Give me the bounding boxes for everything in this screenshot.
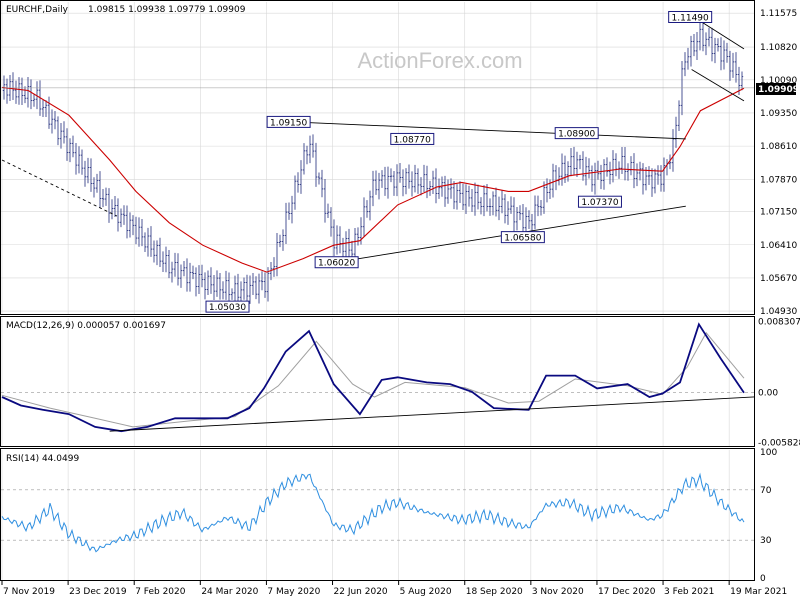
price-annotation-label: 1.06580 bbox=[504, 234, 541, 244]
price-grid bbox=[1, 2, 754, 314]
price-annotation-box bbox=[266, 115, 311, 128]
price-y-tick-label: 1.08610 bbox=[760, 142, 797, 152]
price-annotation-label: 1.05030 bbox=[209, 303, 246, 313]
price-y-tick-label: 1.10820 bbox=[760, 43, 797, 53]
macd-y-tick-label: 0.008307 bbox=[758, 318, 800, 328]
macd-signal-line bbox=[1, 331, 745, 428]
x-tick-label: 3 Nov 2020 bbox=[532, 587, 584, 597]
current-price-tag bbox=[756, 83, 796, 95]
x-tick-label: 22 Jun 2020 bbox=[334, 587, 388, 597]
rsi-y-axis: 100 70 30 0 bbox=[760, 448, 777, 584]
price-annotation-label: 1.09150 bbox=[270, 118, 307, 128]
price-series: 1.11490 1.09150 1.08770 1.08900 1.07370 1.065… bbox=[1, 11, 754, 313]
moving-average-line bbox=[1, 86, 745, 273]
x-axis: 7 Nov 2019 23 Dec 2019 7 Feb 2020 24 Mar 20… bbox=[1, 581, 787, 597]
rsi-line bbox=[1, 472, 745, 553]
rsi-title: RSI(14) 44.0499 bbox=[6, 454, 79, 464]
price-trendline bbox=[292, 121, 686, 140]
price-y-tick-label: 1.09350 bbox=[760, 109, 797, 119]
price-annotation-label: 1.08770 bbox=[394, 135, 431, 145]
macd-panel-frame bbox=[0, 316, 755, 447]
macd-grid bbox=[1, 318, 754, 446]
x-tick-label: 24 Mar 2020 bbox=[201, 587, 258, 597]
x-tick-label: 3 Feb 2021 bbox=[664, 587, 714, 597]
macd-title: MACD(12,26,9) 0.000057 0.001697 bbox=[6, 321, 166, 331]
price-annotation-label: 1.07370 bbox=[581, 198, 618, 208]
price-annotation-label: 1.06020 bbox=[318, 259, 355, 269]
rsi-panel-frame bbox=[0, 448, 755, 581]
current-price-value: 1.09909 bbox=[758, 85, 799, 95]
price-annotation-box bbox=[577, 195, 622, 208]
price-annotation-box bbox=[314, 256, 359, 269]
x-tick-label: 7 Nov 2019 bbox=[3, 587, 55, 597]
rsi-series bbox=[1, 472, 745, 553]
rsi-y-tick-label: 100 bbox=[760, 448, 777, 458]
symbol-label: EURCHF,Daily bbox=[6, 5, 69, 15]
x-tick-label: 7 May 2020 bbox=[267, 587, 320, 597]
price-y-tick-label: 1.04930 bbox=[760, 307, 797, 317]
x-tick-label: 17 Dec 2020 bbox=[598, 587, 656, 597]
price-y-tick-label: 1.06410 bbox=[760, 241, 797, 251]
price-annotation-box bbox=[554, 127, 599, 140]
watermark: ActionForex.com bbox=[357, 48, 522, 73]
x-tick-label: 19 Mar 2021 bbox=[730, 587, 787, 597]
price-trendline bbox=[691, 69, 745, 102]
price-annotation-box bbox=[390, 132, 435, 145]
price-annotation-label: 1.11490 bbox=[672, 14, 709, 24]
price-panel-frame bbox=[0, 0, 755, 315]
ohlc-values: 1.09815 1.09938 1.09779 1.09909 bbox=[88, 5, 246, 15]
price-annotation-box bbox=[668, 11, 713, 24]
macd-y-tick-label: -0.005828 bbox=[758, 439, 800, 449]
price-y-tick-label: 1.07150 bbox=[760, 208, 797, 218]
rsi-y-tick-label: 30 bbox=[760, 536, 772, 546]
price-y-tick-label: 1.10090 bbox=[760, 76, 797, 86]
price-y-axis: 1.11575 1.10820 1.10090 1.09350 1.08610 1.078… bbox=[760, 9, 797, 317]
price-annotation-box bbox=[205, 300, 250, 313]
x-tick-label: 5 Aug 2020 bbox=[400, 587, 452, 597]
rsi-grid bbox=[1, 450, 754, 580]
x-tick-label: 23 Dec 2019 bbox=[69, 587, 127, 597]
rsi-y-tick-label: 70 bbox=[760, 486, 772, 496]
macd-series bbox=[1, 322, 755, 433]
price-y-tick-label: 1.11575 bbox=[760, 9, 797, 19]
price-annotation-box bbox=[500, 231, 545, 244]
price-y-tick-label: 1.07870 bbox=[760, 175, 797, 185]
macd-y-axis: 0.008307 0.00 -0.005828 bbox=[758, 318, 800, 449]
x-tick-label: 18 Sep 2020 bbox=[466, 587, 523, 597]
price-annotation-label: 1.08900 bbox=[558, 130, 595, 140]
macd-y-tick-label: 0.00 bbox=[758, 389, 778, 399]
macd-trendline bbox=[109, 396, 755, 432]
rsi-y-tick-label: 0 bbox=[760, 574, 766, 584]
price-y-tick-label: 1.05670 bbox=[760, 274, 797, 284]
x-tick-label: 7 Feb 2020 bbox=[135, 587, 186, 597]
